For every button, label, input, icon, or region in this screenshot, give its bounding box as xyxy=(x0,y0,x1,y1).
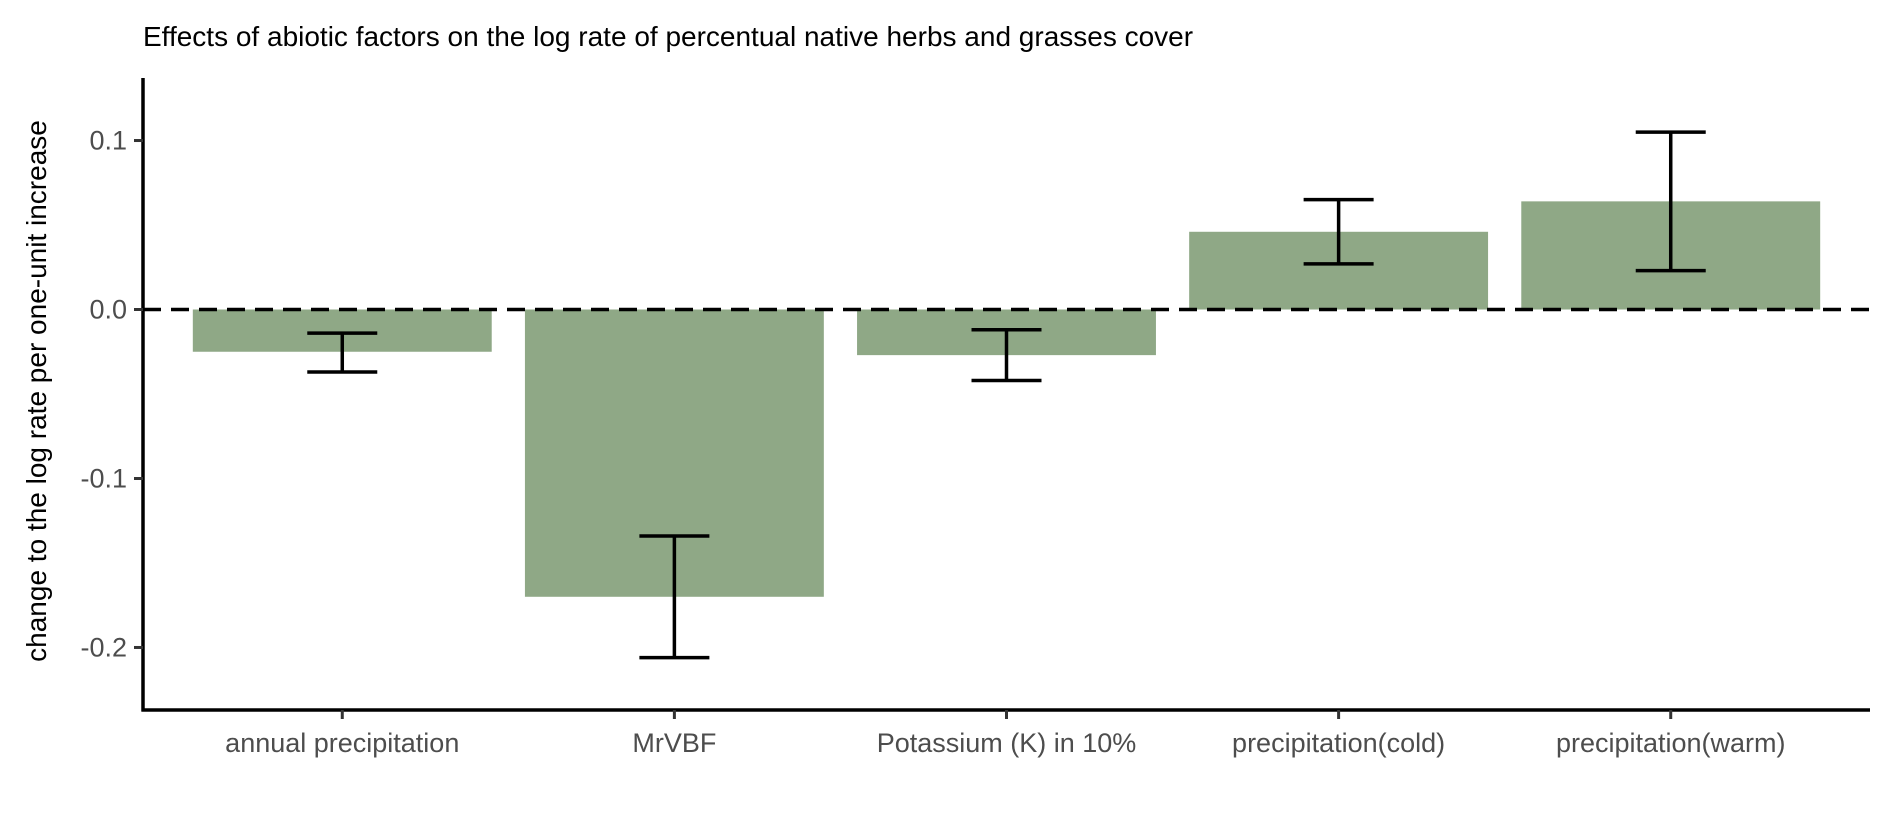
x-tick-label: precipitation(warm) xyxy=(1556,728,1786,758)
error-bar xyxy=(1303,197,1374,266)
y-tick-label: -0.2 xyxy=(80,632,127,662)
error-bar xyxy=(1635,130,1706,273)
y-tick-label: 0.0 xyxy=(89,295,127,325)
error-bars-layer xyxy=(307,130,1706,660)
error-bar xyxy=(639,534,710,660)
y-tick-label: -0.1 xyxy=(80,463,127,493)
error-bar xyxy=(307,331,378,374)
x-tick-label: Potassium (K) in 10% xyxy=(877,728,1137,758)
axes-layer: -0.2 -0.1 0.0 0.1 annual precipitation MrVBF P… xyxy=(80,78,1870,758)
chart-title: Effects of abiotic factors on the log ra… xyxy=(143,21,1193,52)
x-tick-label: MrVBF xyxy=(632,728,716,758)
y-axis-title: change to the log rate per one-unit incr… xyxy=(21,120,52,662)
bars-layer xyxy=(192,201,1821,597)
x-tick-label: annual precipitation xyxy=(225,728,459,758)
y-tick-label: 0.1 xyxy=(89,126,127,156)
x-tick-label: precipitation(cold) xyxy=(1232,728,1445,758)
error-bar xyxy=(971,328,1042,383)
